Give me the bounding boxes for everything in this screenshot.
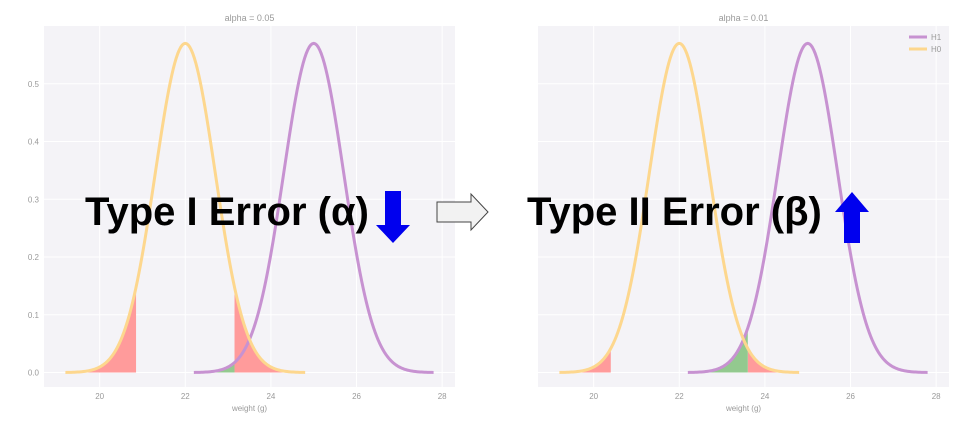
- y-tick-label: 0.3: [28, 195, 40, 204]
- x-tick-label: 28: [438, 392, 447, 401]
- series-line-h1: [193, 41, 434, 374]
- x-tick-label: 20: [95, 392, 104, 401]
- alpha-region: [559, 348, 611, 373]
- x-tick-label: 22: [675, 392, 684, 401]
- beta-region: [687, 328, 748, 373]
- alpha-region: [747, 348, 800, 373]
- type-1-error-label: Type I Error (α): [85, 190, 369, 234]
- legend-label: H1: [931, 33, 942, 42]
- y-tick-label: 0.1: [28, 311, 40, 320]
- legend-label: H0: [931, 45, 942, 54]
- y-tick-label: 0.2: [28, 253, 40, 262]
- series-line-h1: [687, 41, 928, 374]
- down-arrow-icon: [376, 191, 410, 243]
- transition-arrow-icon: [436, 192, 489, 232]
- x-tick-label: 26: [846, 392, 855, 401]
- x-axis-label: weight (g): [231, 404, 267, 413]
- x-tick-label: 22: [181, 392, 190, 401]
- chart-title: alpha = 0.05: [225, 13, 275, 23]
- x-tick-label: 24: [760, 392, 769, 401]
- y-tick-label: 0.4: [28, 138, 40, 147]
- up-arrow-icon: [835, 192, 869, 243]
- alpha-region: [65, 287, 137, 373]
- chart-panel-alpha-001: 20 22 24 26 28 alpha = 0.01 weight (g) H1 H0: [538, 13, 949, 413]
- y-tick-label: 0.0: [28, 369, 40, 378]
- x-axis-label: weight (g): [725, 404, 761, 413]
- type-2-error-label: Type II Error (β): [527, 190, 822, 234]
- series-line-h0: [559, 41, 800, 374]
- plot-area: [538, 26, 949, 387]
- x-tick-label: 24: [266, 392, 275, 401]
- x-tick-label: 26: [352, 392, 361, 401]
- series-line-h0: [65, 41, 306, 374]
- y-tick-label: 0.5: [28, 80, 40, 89]
- x-tick-label: 28: [932, 392, 941, 401]
- chart-title: alpha = 0.01: [719, 13, 769, 23]
- alpha-region: [234, 287, 306, 373]
- x-tick-label: 20: [589, 392, 598, 401]
